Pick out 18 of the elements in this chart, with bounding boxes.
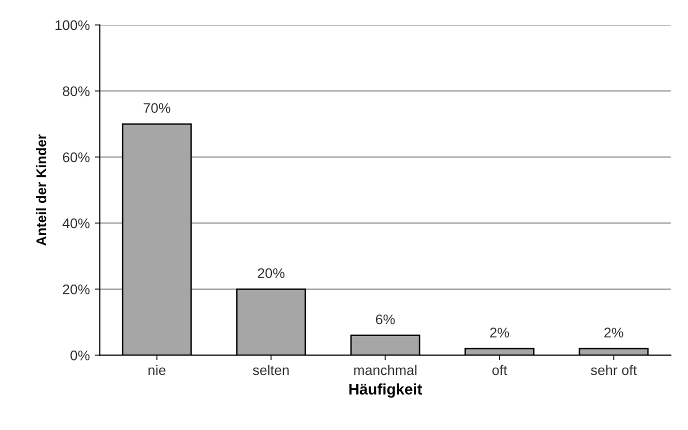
x-tick-label: manchmal	[354, 364, 416, 376]
y-axis-title: Anteil der Kinder	[36, 134, 46, 246]
y-tick-label: 20%	[62, 284, 90, 294]
x-tick-label: selten	[252, 364, 289, 376]
data-label: 2%	[490, 328, 510, 338]
data-label: 2%	[604, 328, 624, 338]
x-tick-label: sehr oft	[590, 364, 637, 376]
y-tick-label: 60%	[62, 152, 90, 162]
x-tick-label: nie	[148, 364, 166, 376]
y-tick-label: 40%	[62, 218, 90, 228]
data-label: 20%	[258, 268, 284, 278]
y-tick-label: 80%	[62, 86, 90, 96]
x-axis-title: Häufigkeit	[349, 383, 422, 398]
y-tick-label: 0%	[70, 350, 90, 360]
data-label: 6%	[376, 314, 395, 324]
y-tick-label: 100%	[56, 20, 90, 30]
x-tick-label: oft	[492, 364, 508, 376]
data-label: 70%	[144, 103, 170, 113]
